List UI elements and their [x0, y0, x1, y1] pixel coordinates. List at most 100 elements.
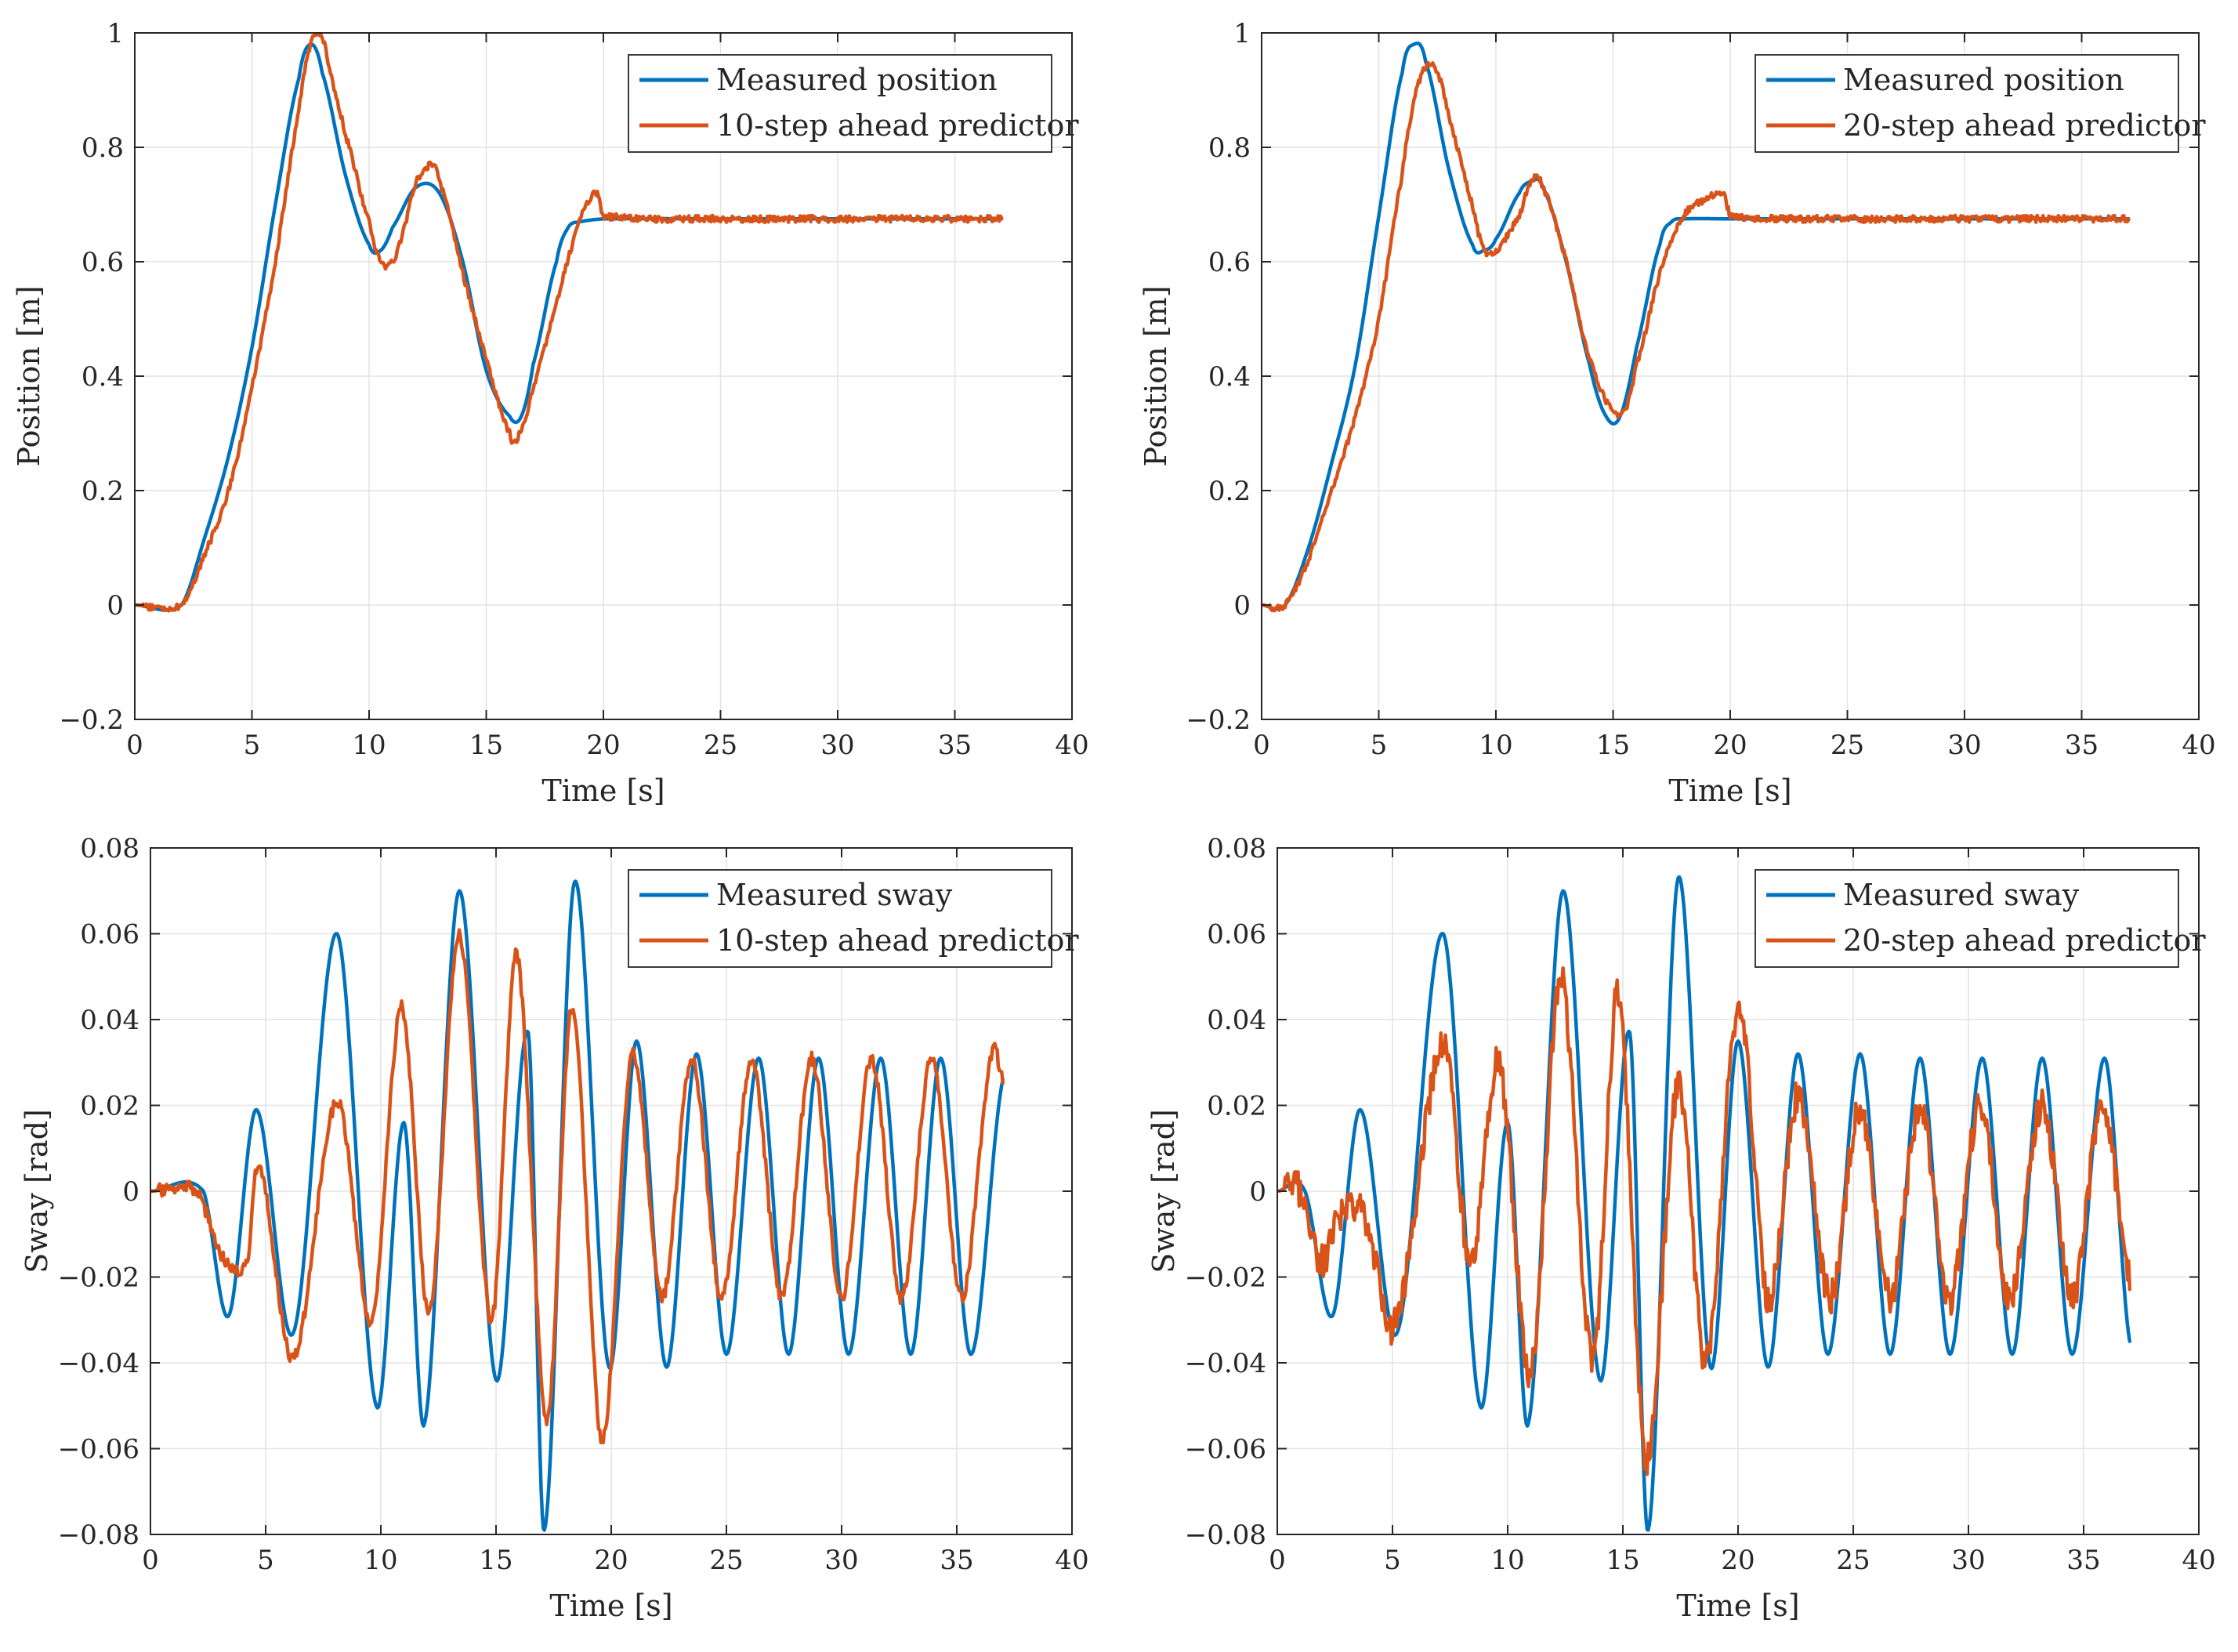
y-tick-label: 0.02 — [80, 1091, 139, 1122]
y-tick-label: 0.6 — [81, 247, 124, 278]
y-axis-label: Position [m] — [1139, 285, 1173, 466]
x-tick-label: 5 — [257, 1545, 274, 1576]
y-axis-label: Sway [rad] — [1146, 1109, 1181, 1273]
x-tick-label: 25 — [709, 1545, 743, 1576]
x-tick-label: 35 — [940, 1545, 973, 1576]
x-tick-label: 10 — [364, 1545, 397, 1576]
x-axis-label: Time [s] — [541, 773, 665, 808]
x-tick-label: 5 — [1384, 1545, 1401, 1576]
y-tick-label: 0.06 — [80, 919, 139, 951]
series-line-measured — [150, 879, 1005, 1532]
x-tick-label: 5 — [244, 730, 261, 761]
x-tick-label: 35 — [938, 730, 972, 761]
legend-box — [1755, 869, 2179, 968]
y-tick-label: 0.06 — [1207, 919, 1266, 951]
legend-label-predictor: 10-step ahead predictor — [716, 108, 1079, 143]
x-tick-label: 20 — [1713, 730, 1747, 761]
y-tick-label: −0.06 — [58, 1434, 139, 1465]
x-tick-label: 0 — [1253, 730, 1270, 761]
legend-label-predictor: 10-step ahead predictor — [716, 923, 1079, 958]
x-tick-label: 10 — [1479, 730, 1512, 761]
y-tick-label: 0.4 — [1208, 361, 1251, 393]
y-tick-label: 0.8 — [1208, 132, 1251, 164]
legend-label-predictor: 20-step ahead predictor — [1843, 923, 2206, 958]
y-tick-label: 0 — [1233, 590, 1251, 621]
legend: Measured sway 20-step ahead predictor — [1755, 869, 2206, 968]
legend-label-measured: Measured position — [716, 63, 998, 97]
y-tick-label: 0 — [107, 590, 124, 621]
x-tick-label: 0 — [142, 1545, 159, 1576]
y-tick-label: 0.04 — [1207, 1005, 1266, 1036]
x-tick-label: 35 — [2066, 1545, 2100, 1576]
legend: Measured sway 10-step ahead predictor — [628, 869, 1079, 968]
series-line-predictor — [1277, 965, 2132, 1476]
y-tick-label: 0.8 — [81, 132, 124, 164]
y-tick-label: 0.2 — [81, 476, 124, 507]
y-tick-label: −0.08 — [58, 1520, 139, 1551]
x-tick-label: 25 — [704, 730, 737, 761]
x-axis-label: Time [s] — [1676, 1589, 1799, 1623]
y-tick-label: 0 — [122, 1176, 139, 1208]
x-tick-label: 35 — [2065, 730, 2099, 761]
x-tick-label: 10 — [1490, 1545, 1524, 1576]
x-tick-label: 30 — [1947, 730, 1981, 761]
y-tick-label: 0.04 — [80, 1005, 139, 1036]
y-tick-label: −0.04 — [1185, 1348, 1266, 1379]
y-tick-label: 0.2 — [1208, 476, 1251, 507]
legend-label-measured: Measured sway — [1843, 878, 2080, 912]
x-tick-label: 0 — [126, 730, 143, 761]
legend: Measured position 10-step ahead predictor — [628, 54, 1079, 153]
x-tick-label: 40 — [2182, 730, 2215, 761]
y-tick-label: −0.04 — [58, 1348, 139, 1379]
chart-sway-10: 0 5 10 15 20 25 30 35 40 −0.08 −0.06 −0.04 −0.02 0 0.0… — [20, 833, 1089, 1623]
x-tick-label: 20 — [586, 730, 620, 761]
x-tick-label: 15 — [1596, 730, 1630, 761]
x-axis-label: Time [s] — [1668, 773, 1791, 808]
legend-label-measured: Measured sway — [716, 878, 953, 912]
x-tick-label: 30 — [1951, 1545, 1985, 1576]
y-tick-label: 1 — [1233, 18, 1251, 49]
x-axis-label: Time [s] — [549, 1589, 672, 1623]
legend: Measured position 20-step ahead predictor — [1755, 54, 2206, 153]
x-tick-label: 0 — [1269, 1545, 1286, 1576]
x-tick-label: 5 — [1371, 730, 1388, 761]
legend-label-predictor: 20-step ahead predictor — [1843, 108, 2206, 143]
y-axis-label: Position [m] — [12, 285, 46, 466]
y-tick-label: 1 — [107, 18, 124, 49]
x-tick-label: 25 — [1836, 1545, 1870, 1576]
series-line-predictor — [135, 33, 1004, 613]
series-line-measured — [1277, 875, 2132, 1532]
x-tick-label: 40 — [1055, 1545, 1088, 1576]
x-tick-label: 20 — [594, 1545, 628, 1576]
series-line-predictor — [150, 928, 1005, 1445]
y-tick-label: −0.2 — [1186, 705, 1251, 736]
x-tick-label: 30 — [820, 730, 854, 761]
y-tick-label: −0.08 — [1185, 1520, 1266, 1551]
x-tick-label: 10 — [352, 730, 386, 761]
y-tick-label: 0.08 — [80, 833, 139, 864]
y-tick-label: −0.06 — [1185, 1434, 1266, 1465]
x-tick-label: 40 — [1055, 730, 1088, 761]
y-tick-label: 0.02 — [1207, 1091, 1266, 1122]
x-tick-label: 15 — [469, 730, 503, 761]
y-tick-label: −0.02 — [58, 1263, 139, 1294]
x-tick-label: 30 — [824, 1545, 858, 1576]
x-tick-label: 15 — [479, 1545, 512, 1576]
x-tick-label: 25 — [1831, 730, 1864, 761]
x-tick-label: 40 — [2182, 1545, 2215, 1576]
y-tick-label: 0.4 — [81, 361, 124, 393]
series-line-predictor — [1262, 60, 2131, 613]
y-tick-label: −0.02 — [1185, 1263, 1266, 1294]
legend-box — [1755, 54, 2179, 153]
y-tick-label: 0 — [1249, 1176, 1266, 1208]
legend-box — [628, 54, 1052, 153]
legend-label-measured: Measured position — [1843, 63, 2124, 97]
y-axis-label: Sway [rad] — [20, 1109, 54, 1273]
chart-sway-20: 0 5 10 15 20 25 30 35 40 −0.08 −0.06 −0.04 −0.02 0 0.0… — [1146, 833, 2216, 1623]
x-tick-label: 15 — [1606, 1545, 1639, 1576]
x-tick-label: 20 — [1721, 1545, 1755, 1576]
y-tick-label: 0.6 — [1208, 247, 1251, 278]
